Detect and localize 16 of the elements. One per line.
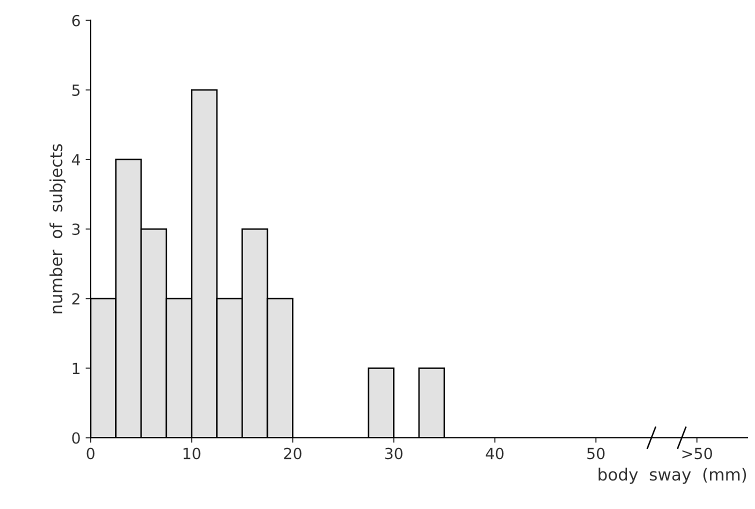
y-tick-label: 3 — [72, 224, 80, 236]
x-axis-title: body sway (mm) — [598, 468, 746, 484]
y-tick-label: 5 — [72, 84, 80, 96]
y-tick-label: 0 — [72, 432, 80, 444]
x-tick-label: 30 — [385, 448, 402, 460]
y-tick-label: 4 — [72, 154, 80, 166]
y-tick-label: 6 — [72, 14, 80, 26]
x-tick-label: 0 — [86, 448, 94, 460]
x-tick-label: 40 — [486, 448, 504, 460]
x-tick-label: 20 — [284, 448, 302, 460]
x-tick-label: 50 — [587, 448, 605, 460]
x-tick-label: 10 — [184, 448, 200, 460]
y-tick-label: 2 — [72, 293, 80, 304]
x-tick-label: >50 — [682, 448, 712, 460]
y-tick-label: 1 — [72, 362, 80, 374]
y-axis-title: number of subjects — [49, 144, 66, 314]
